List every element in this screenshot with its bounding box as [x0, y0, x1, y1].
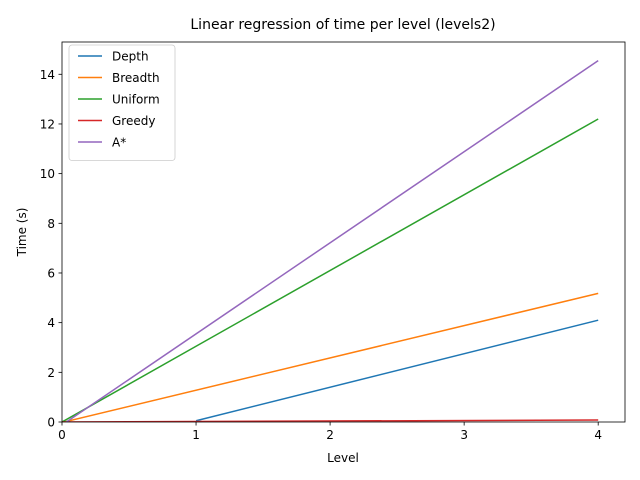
y-axis-title: Time (s): [15, 208, 29, 258]
series-line-4: [65, 60, 599, 422]
plot-frame: [61, 41, 626, 423]
series-line-2: [62, 118, 599, 422]
x-tick-label: 3: [460, 428, 468, 442]
legend-label: Greedy: [112, 114, 155, 128]
x-tick-label: 0: [58, 428, 66, 442]
y-tick-label: 10: [40, 167, 55, 181]
x-tick-label: 2: [326, 428, 334, 442]
x-axis-title: Level: [327, 451, 359, 465]
legend-label: Uniform: [112, 93, 160, 107]
legend-label: Breadth: [112, 71, 160, 85]
y-tick-label: 14: [40, 68, 55, 82]
x-axis-ticks: 0 1 2 3 4: [58, 422, 602, 442]
x-tick-label: 4: [594, 428, 602, 442]
chart-title: Linear regression of time per level (lev…: [190, 17, 495, 33]
legend-box: [68, 44, 176, 161]
y-tick-label: 12: [40, 117, 55, 131]
y-tick-label: 2: [47, 366, 55, 380]
series-line-0: [195, 319, 599, 422]
y-tick-label: 6: [47, 266, 55, 280]
legend-label: A*: [112, 136, 126, 150]
y-axis-ticks: 0 2 4 6 8 10 12 14: [40, 68, 62, 430]
x-tick-label: 1: [192, 428, 200, 442]
y-tick-label: 0: [47, 416, 55, 430]
legend-label: Depth: [112, 50, 149, 64]
y-tick-label: 4: [47, 316, 55, 330]
y-tick-label: 8: [47, 217, 55, 231]
legend: Depth Breadth Uniform Greedy A*: [68, 44, 176, 161]
series-line-1: [62, 292, 599, 422]
